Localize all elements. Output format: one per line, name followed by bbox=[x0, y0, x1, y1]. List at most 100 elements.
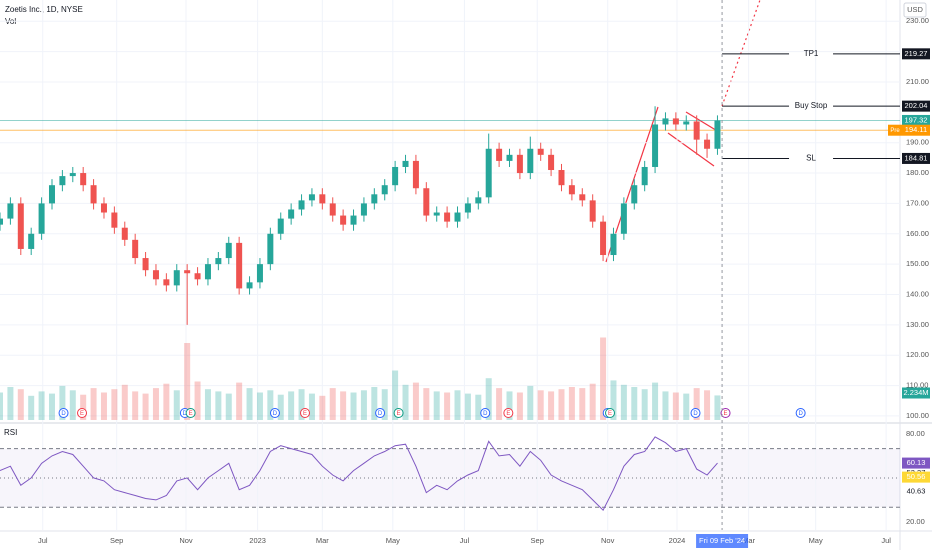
volume-bar bbox=[111, 389, 118, 420]
event-marker bbox=[795, 408, 806, 418]
y-tick-label: 210.00 bbox=[906, 77, 929, 86]
volume-bar bbox=[246, 388, 253, 420]
premarket-name: Pre bbox=[890, 128, 900, 134]
candle-body bbox=[288, 209, 295, 219]
crosshair-box bbox=[696, 534, 749, 548]
rsi-tick-label: 80.00 bbox=[906, 429, 925, 438]
volume-bar bbox=[277, 394, 284, 420]
candle-body bbox=[90, 185, 97, 204]
candle-body bbox=[360, 203, 367, 216]
level-axis-box bbox=[902, 48, 930, 60]
volume-bar bbox=[298, 389, 305, 420]
x-tick-label: Jul bbox=[460, 536, 470, 545]
volume-bar bbox=[236, 382, 243, 420]
event-label: D bbox=[798, 411, 803, 417]
candle-body bbox=[496, 148, 503, 161]
volume-bar bbox=[100, 392, 107, 420]
currency[interactable]: USD bbox=[907, 5, 923, 14]
event-label: E bbox=[80, 411, 84, 417]
candle-body bbox=[152, 270, 159, 280]
volume-bar bbox=[631, 387, 638, 420]
candle-body bbox=[7, 203, 14, 219]
volume-bar bbox=[485, 378, 492, 420]
volume-bar bbox=[288, 391, 295, 420]
candle-body bbox=[340, 215, 347, 225]
event-label: D bbox=[378, 411, 383, 417]
rsi-line bbox=[0, 436, 718, 512]
volume-bar bbox=[589, 383, 596, 420]
event-label: E bbox=[608, 411, 612, 417]
x-tick-label: Mar bbox=[742, 536, 755, 545]
rsi-value-label: 60.13 bbox=[907, 458, 926, 467]
volume-bar bbox=[600, 337, 607, 420]
event-marker bbox=[58, 408, 69, 418]
candle-body bbox=[371, 194, 378, 204]
event-marker bbox=[605, 408, 616, 418]
candle-body bbox=[80, 173, 87, 186]
candle-body bbox=[444, 212, 451, 222]
candle-body bbox=[527, 148, 534, 174]
volume-bar bbox=[579, 388, 586, 420]
event-label: E bbox=[189, 411, 193, 417]
candle-body bbox=[350, 215, 357, 225]
x-tick-label: Nov bbox=[179, 536, 193, 545]
candle-body bbox=[163, 279, 170, 286]
event-marker bbox=[480, 408, 491, 418]
candle-body bbox=[464, 203, 471, 213]
volume-bar bbox=[17, 389, 24, 420]
x-tick-label: May bbox=[386, 536, 400, 545]
level-name: TP1 bbox=[804, 49, 819, 58]
x-tick-label: May bbox=[809, 536, 823, 545]
candle-body bbox=[319, 194, 326, 204]
projection bbox=[721, 0, 761, 107]
volume-bar bbox=[69, 390, 76, 420]
x-tick-label: 2023 bbox=[249, 536, 266, 545]
event-label: D bbox=[693, 411, 698, 417]
candle-body bbox=[714, 120, 721, 149]
rsi-title: RSI bbox=[4, 428, 17, 437]
volume-bar bbox=[319, 395, 326, 420]
candle-body bbox=[620, 203, 627, 234]
rsi-value-box bbox=[902, 471, 930, 483]
candle-body bbox=[402, 160, 409, 167]
volume-bar bbox=[184, 343, 191, 420]
candle-body bbox=[173, 270, 180, 286]
rsi-band-fill bbox=[0, 449, 900, 507]
event-label: D bbox=[183, 411, 188, 417]
candle-body bbox=[308, 194, 315, 201]
volume-bar bbox=[381, 389, 388, 420]
volume-bar bbox=[672, 392, 679, 420]
volume-bar bbox=[225, 393, 232, 420]
candle-body bbox=[111, 212, 118, 228]
candle-body bbox=[568, 185, 575, 195]
candle-body bbox=[516, 154, 523, 174]
volume-bar bbox=[0, 392, 3, 420]
level-name: Buy Stop bbox=[795, 101, 828, 110]
volume-bar bbox=[693, 388, 700, 420]
volume-last-label: 2.234M bbox=[903, 388, 928, 397]
x-tick-label: Nov bbox=[601, 536, 615, 545]
x-tick-label: Sep bbox=[110, 536, 123, 545]
candle-body bbox=[610, 233, 617, 256]
volume-bar bbox=[7, 387, 14, 420]
event-label: E bbox=[303, 411, 307, 417]
currency-box[interactable] bbox=[903, 2, 927, 18]
candle-body bbox=[672, 118, 679, 125]
level-axis-box bbox=[902, 100, 930, 112]
level-axis-label: 219.27 bbox=[905, 49, 928, 58]
candle-body bbox=[142, 258, 149, 271]
level-name: SL bbox=[806, 154, 816, 163]
candle-body bbox=[215, 258, 222, 265]
event-marker bbox=[77, 408, 88, 418]
y-tick-label: 180.00 bbox=[906, 168, 929, 177]
volume-bar bbox=[433, 391, 440, 420]
volume-bar bbox=[610, 380, 617, 420]
volume-bar bbox=[527, 385, 534, 420]
volume-bar bbox=[152, 388, 159, 420]
y-tick-label: 130.00 bbox=[906, 320, 929, 329]
volume-bar bbox=[558, 389, 565, 420]
rsi-value-box bbox=[902, 457, 930, 469]
x-tick-label: 2024 bbox=[669, 536, 686, 545]
volume-bar bbox=[28, 395, 35, 420]
